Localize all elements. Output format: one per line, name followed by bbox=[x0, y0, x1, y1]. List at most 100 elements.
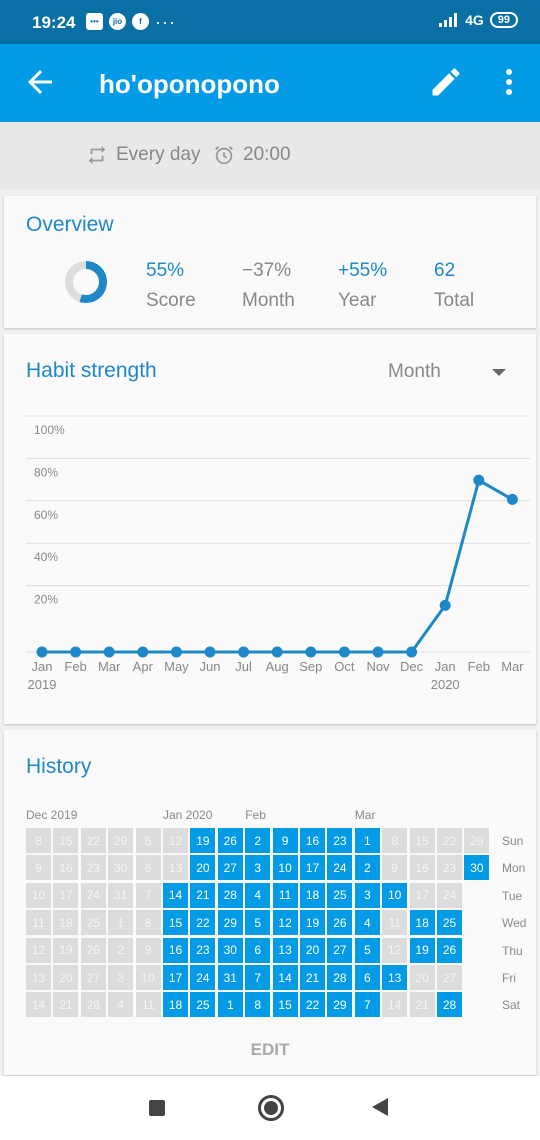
history-day-cell[interactable]: 16 bbox=[300, 828, 325, 853]
history-day-cell[interactable]: 10 bbox=[382, 882, 408, 908]
history-day-cell[interactable]: 26 bbox=[327, 910, 353, 936]
history-day-cell[interactable]: 12 bbox=[26, 937, 51, 963]
history-day-cell[interactable]: 1 bbox=[354, 828, 380, 853]
history-day-cell[interactable]: 18 bbox=[163, 992, 188, 1018]
history-day-cell[interactable]: 8 bbox=[382, 828, 408, 853]
history-day-cell[interactable]: 25 bbox=[190, 992, 216, 1018]
history-day-cell[interactable]: 30 bbox=[108, 855, 134, 881]
history-day-cell[interactable]: 12 bbox=[382, 937, 408, 963]
history-day-cell[interactable]: 15 bbox=[163, 910, 188, 936]
history-day-cell[interactable]: 9 bbox=[272, 828, 298, 853]
history-day-cell[interactable]: 9 bbox=[382, 855, 408, 881]
history-day-cell[interactable]: 11 bbox=[272, 882, 298, 908]
history-day-cell[interactable]: 13 bbox=[163, 855, 188, 881]
history-day-cell[interactable]: 24 bbox=[437, 882, 462, 908]
history-day-cell[interactable]: 20 bbox=[53, 965, 79, 990]
history-day-cell[interactable]: 19 bbox=[409, 937, 435, 963]
history-day-cell[interactable]: 8 bbox=[26, 828, 51, 853]
history-day-cell[interactable]: 29 bbox=[327, 992, 353, 1018]
history-day-cell[interactable]: 1 bbox=[108, 910, 134, 936]
history-day-cell[interactable]: 14 bbox=[382, 992, 408, 1018]
history-day-cell[interactable]: 16 bbox=[53, 855, 79, 881]
more-options-icon[interactable] bbox=[494, 64, 524, 100]
home-button[interactable] bbox=[258, 1095, 284, 1121]
history-day-cell[interactable]: 13 bbox=[382, 965, 408, 990]
history-day-cell[interactable]: 14 bbox=[163, 882, 188, 908]
history-day-cell[interactable]: 10 bbox=[135, 965, 161, 990]
history-day-cell[interactable]: 2 bbox=[245, 828, 271, 853]
history-day-cell[interactable]: 9 bbox=[26, 855, 51, 881]
history-day-cell[interactable]: 26 bbox=[437, 937, 462, 963]
history-day-cell[interactable]: 7 bbox=[245, 965, 271, 990]
history-day-cell[interactable]: 24 bbox=[190, 965, 216, 990]
edit-history-button[interactable]: EDIT bbox=[250, 1040, 290, 1059]
history-day-cell[interactable]: 22 bbox=[300, 992, 325, 1018]
history-day-cell[interactable]: 16 bbox=[163, 937, 188, 963]
history-day-cell[interactable]: 25 bbox=[327, 882, 353, 908]
history-day-cell[interactable]: 29 bbox=[464, 828, 490, 853]
history-day-cell[interactable]: 8 bbox=[245, 992, 271, 1018]
history-day-cell[interactable]: 6 bbox=[135, 855, 161, 881]
history-day-cell[interactable]: 3 bbox=[108, 965, 134, 990]
history-day-cell[interactable]: 6 bbox=[354, 965, 380, 990]
history-day-cell[interactable]: 11 bbox=[26, 910, 51, 936]
history-day-cell[interactable]: 27 bbox=[217, 855, 243, 881]
history-day-cell[interactable]: 27 bbox=[327, 937, 353, 963]
history-day-cell[interactable]: 21 bbox=[300, 965, 325, 990]
history-day-cell[interactable]: 25 bbox=[80, 910, 106, 936]
history-day-cell[interactable]: 7 bbox=[354, 992, 380, 1018]
history-day-cell[interactable]: 6 bbox=[245, 937, 271, 963]
history-day-cell[interactable]: 4 bbox=[245, 882, 271, 908]
history-day-cell[interactable]: 28 bbox=[437, 992, 462, 1018]
history-day-cell[interactable]: 18 bbox=[300, 882, 325, 908]
history-day-cell[interactable]: 26 bbox=[217, 828, 243, 853]
history-day-cell[interactable]: 23 bbox=[190, 937, 216, 963]
history-day-cell[interactable]: 10 bbox=[26, 882, 51, 908]
history-day-cell[interactable]: 8 bbox=[135, 910, 161, 936]
back-arrow-icon[interactable] bbox=[22, 64, 58, 100]
history-day-cell[interactable]: 5 bbox=[135, 828, 161, 853]
history-day-cell[interactable]: 20 bbox=[300, 937, 325, 963]
history-day-cell[interactable]: 19 bbox=[190, 828, 216, 853]
history-day-cell[interactable]: 22 bbox=[190, 910, 216, 936]
history-day-cell[interactable]: 22 bbox=[437, 828, 462, 853]
history-day-cell[interactable]: 11 bbox=[382, 910, 408, 936]
history-day-cell[interactable]: 23 bbox=[80, 855, 106, 881]
history-day-cell[interactable]: 12 bbox=[272, 910, 298, 936]
history-day-cell[interactable]: 5 bbox=[245, 910, 271, 936]
history-day-cell[interactable]: 3 bbox=[354, 882, 380, 908]
history-day-cell[interactable]: 15 bbox=[272, 992, 298, 1018]
history-day-cell[interactable]: 31 bbox=[217, 965, 243, 990]
history-day-cell[interactable]: 17 bbox=[53, 882, 79, 908]
history-day-cell[interactable]: 28 bbox=[217, 882, 243, 908]
history-day-cell[interactable]: 17 bbox=[409, 882, 435, 908]
history-day-cell[interactable]: 15 bbox=[409, 828, 435, 853]
history-day-cell[interactable]: 20 bbox=[190, 855, 216, 881]
history-day-cell[interactable]: 28 bbox=[327, 965, 353, 990]
history-day-cell[interactable]: 2 bbox=[108, 937, 134, 963]
history-day-cell[interactable]: 26 bbox=[80, 937, 106, 963]
history-day-cell[interactable]: 18 bbox=[53, 910, 79, 936]
history-day-cell[interactable]: 31 bbox=[108, 882, 134, 908]
history-day-cell[interactable]: 30 bbox=[217, 937, 243, 963]
history-day-cell[interactable]: 23 bbox=[437, 855, 462, 881]
history-day-cell[interactable]: 1 bbox=[217, 992, 243, 1018]
edit-pencil-icon[interactable] bbox=[428, 64, 464, 100]
period-dropdown[interactable]: Month bbox=[388, 361, 506, 383]
history-day-cell[interactable]: 29 bbox=[108, 828, 134, 853]
history-day-cell[interactable]: 10 bbox=[272, 855, 298, 881]
history-day-cell[interactable]: 11 bbox=[135, 992, 161, 1018]
history-day-cell[interactable]: 2 bbox=[354, 855, 380, 881]
history-day-cell[interactable]: 17 bbox=[163, 965, 188, 990]
history-day-cell[interactable]: 14 bbox=[26, 992, 51, 1018]
history-day-cell[interactable]: 21 bbox=[409, 992, 435, 1018]
recents-button[interactable] bbox=[149, 1100, 165, 1116]
history-day-cell[interactable]: 21 bbox=[53, 992, 79, 1018]
history-day-cell[interactable]: 5 bbox=[354, 937, 380, 963]
history-day-cell[interactable]: 23 bbox=[327, 828, 353, 853]
history-day-cell[interactable]: 30 bbox=[464, 855, 490, 881]
history-day-cell[interactable]: 17 bbox=[300, 855, 325, 881]
history-day-cell[interactable]: 24 bbox=[80, 882, 106, 908]
history-day-cell[interactable]: 13 bbox=[26, 965, 51, 990]
history-day-cell[interactable]: 13 bbox=[272, 937, 298, 963]
